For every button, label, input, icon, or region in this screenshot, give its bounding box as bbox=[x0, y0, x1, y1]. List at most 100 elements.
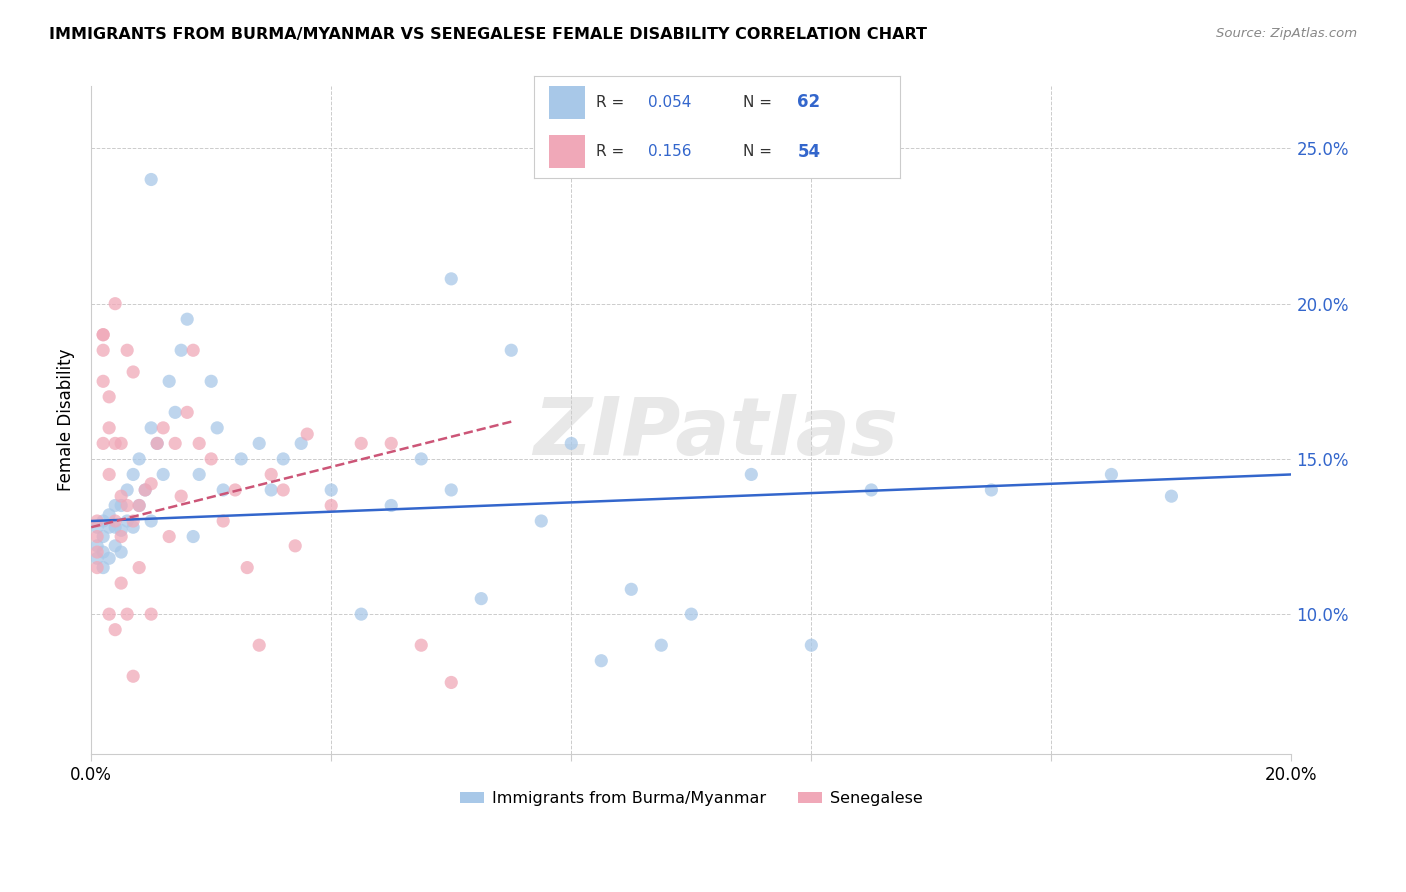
Point bbox=[122, 669, 145, 683]
Point bbox=[141, 607, 163, 622]
FancyBboxPatch shape bbox=[548, 136, 585, 168]
Point bbox=[170, 489, 193, 503]
Point bbox=[86, 539, 108, 553]
Point bbox=[530, 514, 553, 528]
Point bbox=[122, 514, 145, 528]
Point bbox=[128, 499, 150, 513]
Point bbox=[115, 607, 138, 622]
Point bbox=[380, 436, 402, 450]
Point bbox=[260, 467, 283, 482]
Point bbox=[104, 539, 127, 553]
Point bbox=[115, 514, 138, 528]
Text: R =: R = bbox=[596, 95, 630, 110]
Point bbox=[321, 483, 343, 497]
Point bbox=[740, 467, 762, 482]
Point bbox=[91, 560, 114, 574]
Point bbox=[411, 451, 433, 466]
Point bbox=[98, 520, 121, 534]
Point bbox=[350, 607, 373, 622]
Point bbox=[284, 539, 307, 553]
Point bbox=[86, 514, 108, 528]
Text: N =: N = bbox=[742, 145, 776, 160]
Point bbox=[188, 436, 211, 450]
Point bbox=[681, 607, 703, 622]
Point bbox=[122, 467, 145, 482]
Point bbox=[224, 483, 246, 497]
Point bbox=[152, 421, 174, 435]
Point bbox=[134, 483, 156, 497]
Point bbox=[98, 390, 121, 404]
Point bbox=[1160, 489, 1182, 503]
Point bbox=[122, 520, 145, 534]
Point bbox=[165, 405, 187, 419]
Point bbox=[411, 638, 433, 652]
Point bbox=[440, 483, 463, 497]
Point bbox=[181, 529, 204, 543]
Point bbox=[212, 483, 235, 497]
Point bbox=[146, 436, 169, 450]
Point bbox=[110, 499, 132, 513]
Point bbox=[157, 529, 180, 543]
Point bbox=[115, 499, 138, 513]
Point bbox=[91, 529, 114, 543]
Point bbox=[86, 551, 108, 566]
Point bbox=[290, 436, 312, 450]
Point bbox=[104, 514, 127, 528]
Point bbox=[86, 529, 108, 543]
Point bbox=[110, 436, 132, 450]
Point bbox=[91, 436, 114, 450]
Point bbox=[380, 499, 402, 513]
Point bbox=[128, 560, 150, 574]
Y-axis label: Female Disability: Female Disability bbox=[58, 349, 75, 491]
Point bbox=[104, 436, 127, 450]
Point bbox=[104, 499, 127, 513]
Point bbox=[128, 499, 150, 513]
Point bbox=[98, 607, 121, 622]
Point bbox=[104, 520, 127, 534]
Text: Source: ZipAtlas.com: Source: ZipAtlas.com bbox=[1216, 27, 1357, 40]
Point bbox=[260, 483, 283, 497]
Point bbox=[212, 514, 235, 528]
Point bbox=[91, 327, 114, 342]
Point bbox=[110, 545, 132, 559]
Point bbox=[141, 421, 163, 435]
Point bbox=[440, 675, 463, 690]
Point bbox=[91, 514, 114, 528]
Point bbox=[165, 436, 187, 450]
Point bbox=[86, 560, 108, 574]
Point bbox=[91, 545, 114, 559]
Point bbox=[271, 451, 294, 466]
Point bbox=[181, 343, 204, 358]
Point bbox=[91, 327, 114, 342]
Point bbox=[591, 654, 613, 668]
Point bbox=[980, 483, 1002, 497]
Point bbox=[205, 421, 228, 435]
Point bbox=[247, 638, 270, 652]
Point bbox=[440, 272, 463, 286]
Point bbox=[98, 551, 121, 566]
Point bbox=[295, 427, 318, 442]
Point bbox=[146, 436, 169, 450]
Point bbox=[231, 451, 253, 466]
Point bbox=[110, 489, 132, 503]
Point bbox=[141, 476, 163, 491]
Point bbox=[91, 374, 114, 388]
Point bbox=[560, 436, 582, 450]
Point bbox=[110, 576, 132, 591]
Point bbox=[860, 483, 883, 497]
Point bbox=[236, 560, 259, 574]
Point bbox=[110, 524, 132, 538]
Text: ZIPatlas: ZIPatlas bbox=[533, 394, 898, 473]
Point bbox=[86, 545, 108, 559]
Point bbox=[470, 591, 492, 606]
Point bbox=[188, 467, 211, 482]
Point bbox=[271, 483, 294, 497]
Point bbox=[115, 343, 138, 358]
Text: R =: R = bbox=[596, 145, 634, 160]
Point bbox=[91, 343, 114, 358]
Text: 54: 54 bbox=[797, 143, 821, 161]
Point bbox=[200, 451, 222, 466]
Point bbox=[86, 520, 108, 534]
Point bbox=[141, 514, 163, 528]
Point bbox=[152, 467, 174, 482]
